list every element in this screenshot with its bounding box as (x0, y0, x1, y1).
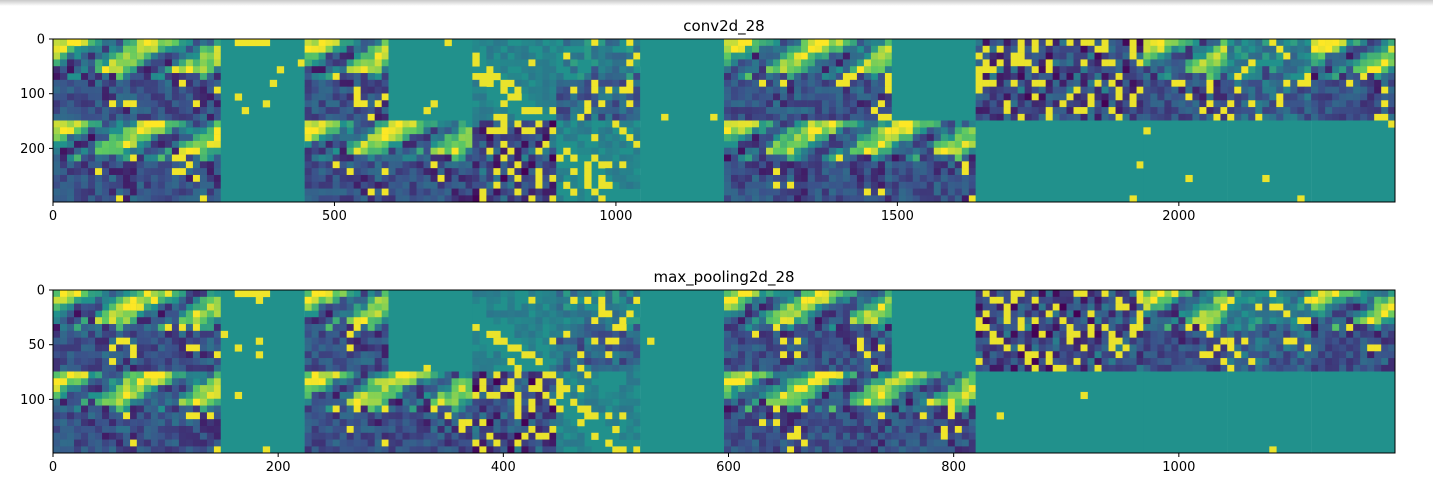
feature-map-r2-c1 (53, 371, 138, 454)
x-tick-label: 800 (941, 460, 966, 475)
x-tick-label: 1500 (881, 209, 914, 224)
feature-map-r1-c1 (53, 39, 138, 121)
feature-map-r2-c2 (136, 120, 222, 203)
heatmap-axes-2: max_pooling2d_28 0 200 400 600 800 1000 0 50 100 (20, 268, 1396, 475)
feature-map-r2-c7 (556, 371, 641, 454)
feature-map-r2-c4 (304, 120, 389, 203)
feature-map-r1-c11 (891, 290, 976, 372)
feature-map-r2-c10 (807, 120, 893, 203)
feature-map-r1-c14 (1143, 290, 1228, 372)
feature-map-r2-c12 (975, 120, 1060, 203)
feature-map-r1-c7 (556, 39, 641, 121)
feature-map-r2-c14 (1143, 371, 1228, 454)
feature-map-r2-c15 (1227, 371, 1312, 454)
feature-map-r1-c5 (388, 290, 473, 372)
feature-map-r1-c3 (220, 39, 306, 121)
y-tick-label: 100 (20, 393, 45, 408)
x-tick-label: 600 (716, 460, 741, 475)
feature-map-r2-c5 (388, 120, 473, 203)
feature-map-r1-c16 (1311, 39, 1396, 121)
feature-map-r2-c8 (640, 371, 725, 454)
feature-map-r2-c7 (556, 120, 641, 203)
feature-map-r2-c4 (304, 371, 389, 454)
feature-map-r1-c6 (472, 290, 557, 372)
feature-map-r1-c8 (640, 39, 725, 121)
chart-title: conv2d_28 (683, 17, 764, 36)
y-tick-label: 100 (20, 87, 45, 102)
feature-map-r2-c3 (220, 120, 305, 203)
feature-map-r1-c9 (724, 39, 809, 121)
feature-map-r2-c9 (724, 371, 809, 454)
feature-map-r2-c2 (136, 371, 222, 454)
feature-map-r1-c9 (724, 290, 809, 372)
feature-map-r2-c11 (891, 371, 977, 454)
y-tick-label: 0 (37, 33, 45, 48)
feature-map-r2-c14 (1143, 120, 1228, 203)
feature-map-r1-c16 (1311, 290, 1396, 372)
axes-frame (52, 289, 1396, 454)
feature-map-r1-c4 (304, 39, 389, 121)
feature-map-r1-c6 (472, 39, 557, 121)
x-tick-label: 500 (322, 209, 347, 224)
feature-map-r1-c10 (807, 39, 893, 121)
x-tick-label: 400 (491, 460, 516, 475)
x-tick-label: 0 (49, 460, 57, 475)
feature-map-r2-c12 (975, 371, 1060, 454)
x-tick-label: 0 (49, 209, 57, 224)
feature-map-r1-c11 (891, 39, 976, 121)
y-tick-label: 200 (20, 142, 45, 157)
feature-map-r2-c6 (472, 120, 557, 203)
heatmap-axes-1: conv2d_28 0 500 1000 1500 2000 0 100 200 (20, 17, 1396, 224)
feature-map-r1-c10 (807, 290, 893, 372)
y-tick-label: 50 (28, 338, 45, 353)
feature-map-r2-c13 (1059, 120, 1144, 203)
feature-map-r1-c3 (220, 290, 305, 372)
feature-map-r1-c4 (304, 290, 389, 372)
feature-map-r1-c12 (975, 290, 1060, 372)
feature-map-r2-c6 (472, 371, 557, 454)
x-tick-label: 1000 (599, 209, 632, 224)
feature-map-r2-c3 (220, 371, 305, 454)
feature-map-r2-c9 (724, 120, 809, 203)
x-tick-label: 200 (266, 460, 291, 475)
feature-map-r2-c1 (53, 120, 138, 203)
axes-frame (52, 38, 1396, 203)
feature-map-r1-c13 (1059, 290, 1144, 372)
feature-map-r1-c14 (1143, 39, 1228, 121)
feature-map-r2-c11 (891, 120, 977, 203)
feature-map-r1-c5 (388, 39, 473, 121)
feature-map-r1-c15 (1227, 290, 1312, 372)
feature-map-r1-c12 (975, 39, 1060, 121)
feature-map-r2-c10 (807, 371, 893, 454)
feature-map-r1-c2 (136, 290, 222, 372)
feature-map-r1-c15 (1227, 39, 1312, 121)
feature-map-r2-c16 (1311, 371, 1396, 454)
feature-map-r1-c1 (53, 290, 138, 372)
notebook-top-shadow (0, 0, 1433, 6)
feature-map-r1-c2 (136, 39, 222, 121)
feature-map-r1-c8 (640, 290, 725, 372)
feature-map-r2-c16 (1311, 120, 1396, 203)
feature-map-r2-c8 (640, 120, 725, 203)
x-tick-label: 1000 (1162, 460, 1195, 475)
feature-map-r1-c7 (556, 290, 641, 372)
chart-title: max_pooling2d_28 (653, 268, 794, 287)
x-tick-label: 2000 (1162, 209, 1195, 224)
feature-map-r2-c15 (1227, 120, 1312, 203)
y-tick-label: 0 (37, 284, 45, 299)
feature-map-r1-c13 (1059, 39, 1144, 121)
feature-map-r2-c5 (388, 371, 473, 454)
feature-map-r2-c13 (1059, 371, 1144, 454)
